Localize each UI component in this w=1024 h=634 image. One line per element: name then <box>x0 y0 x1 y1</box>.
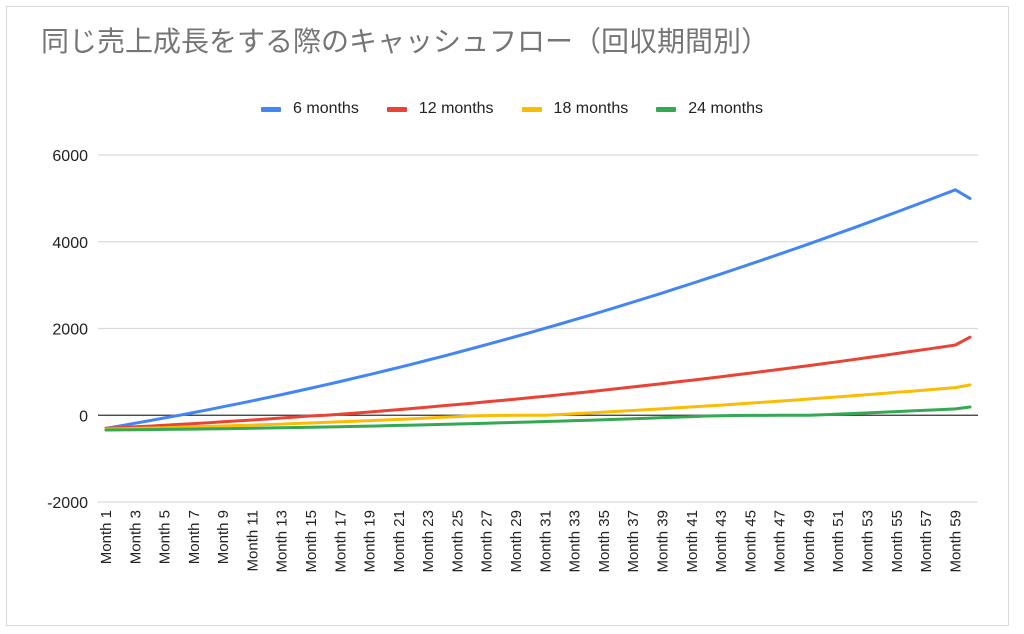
series-lines <box>104 188 972 432</box>
x-tick-label: Month 9 <box>215 510 232 564</box>
legend-item-18-months[interactable]: 18 months <box>521 100 629 118</box>
x-tick-label: Month 55 <box>889 510 906 573</box>
legend-item-24-months[interactable]: 24 months <box>656 100 763 118</box>
legend-item-12-months[interactable]: 12 months <box>386 100 494 118</box>
x-tick-label: Month 53 <box>859 510 876 573</box>
x-tick-label: Month 27 <box>479 510 496 573</box>
legend-label-24-months: 24 months <box>688 100 763 117</box>
x-tick-label: Month 11 <box>244 510 261 571</box>
x-tick-label: Month 47 <box>772 510 789 573</box>
y-tick-label: 6000 <box>52 148 88 165</box>
x-tick-label: Month 25 <box>449 510 466 573</box>
legend-label-6-months: 6 months <box>293 100 359 117</box>
series-line-18-months[interactable] <box>104 383 972 431</box>
x-tick-label: Month 35 <box>596 510 613 573</box>
x-tick-label: Month 7 <box>186 510 203 564</box>
series-line-24-months[interactable] <box>104 405 972 432</box>
x-tick-label: Month 31 <box>537 510 554 573</box>
x-tick-label: Month 3 <box>127 510 144 564</box>
y-tick-label: -2000 <box>47 495 88 512</box>
legend-swatch-18-months <box>521 106 542 112</box>
x-tick-label: Month 21 <box>391 510 408 573</box>
series-line-12-months[interactable] <box>104 335 972 430</box>
x-tick-label: Month 23 <box>420 510 437 573</box>
x-tick-label: Month 1 <box>98 510 115 564</box>
x-tick-label: Month 17 <box>332 510 349 573</box>
legend-label-12-months: 12 months <box>418 100 494 117</box>
chart-frame <box>6 6 1009 626</box>
legend-swatch-24-months <box>656 106 677 112</box>
x-tick-label: Month 41 <box>684 510 701 573</box>
series-line-6-months[interactable] <box>104 188 972 430</box>
legend-label-18-months: 18 months <box>553 100 629 117</box>
x-tick-label: Month 51 <box>830 510 847 573</box>
y-tick-label: 2000 <box>52 322 88 339</box>
x-tick-label: Month 15 <box>303 510 320 573</box>
x-tick-label: Month 43 <box>713 510 730 573</box>
x-tick-label: Month 29 <box>508 510 525 573</box>
gridlines <box>98 154 978 503</box>
x-tick-label: Month 37 <box>625 510 642 573</box>
x-tick-label: Month 59 <box>947 510 964 573</box>
x-tick-label: Month 13 <box>274 510 291 573</box>
y-tick-label: 0 <box>79 408 88 425</box>
chart-title: 同じ売上成長をする際のキャッシュフロー（回収期間別） <box>41 25 770 58</box>
x-tick-label: Month 45 <box>742 510 759 573</box>
chart-legend: 6 months 12 months 18 months 24 months <box>0 100 1024 118</box>
y-axis-ticks: 6000 4000 2000 0 -2000 <box>47 148 88 512</box>
legend-swatch-12-months <box>386 106 407 112</box>
y-tick-label: 4000 <box>52 235 88 252</box>
x-tick-label: Month 49 <box>801 510 818 573</box>
legend-item-6-months[interactable]: 6 months <box>261 100 359 118</box>
legend-swatch-6-months <box>261 106 282 112</box>
x-tick-label: Month 39 <box>654 510 671 573</box>
x-tick-label: Month 57 <box>918 510 935 573</box>
x-tick-label: Month 33 <box>567 510 584 573</box>
x-tick-label: Month 5 <box>157 510 174 564</box>
x-tick-label: Month 19 <box>362 510 379 573</box>
x-axis-ticks: Month 1 Month 3 Month 5 Month 7 Month 9 Month… <box>98 510 964 573</box>
